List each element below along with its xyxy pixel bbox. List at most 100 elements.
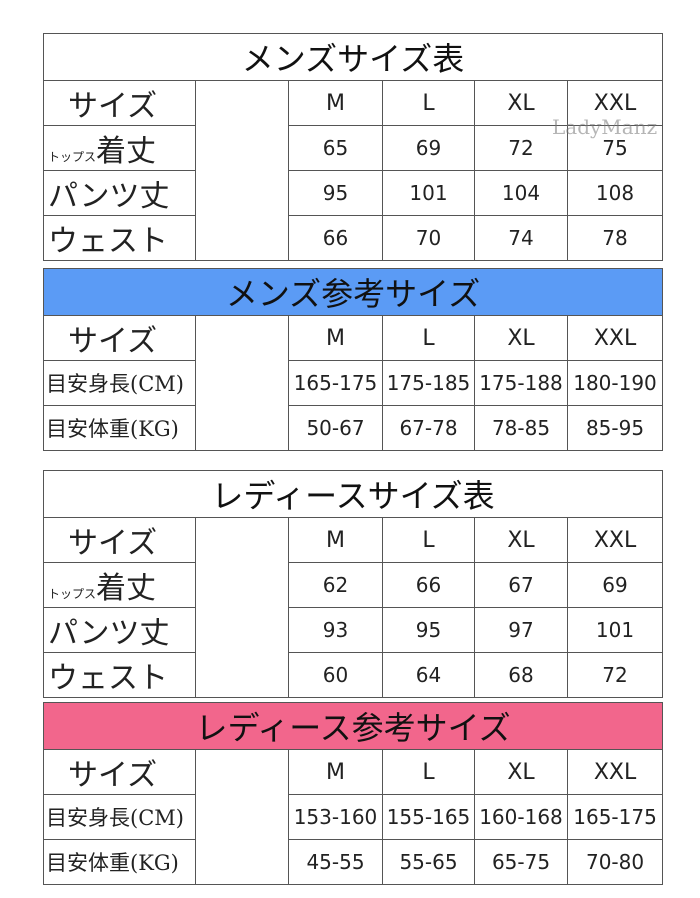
value-cell: 69 xyxy=(566,562,664,608)
size-header: XL xyxy=(474,749,568,795)
value-cell: 69 xyxy=(382,125,475,171)
value-cell: 72 xyxy=(474,125,568,171)
size-header: XXL xyxy=(566,517,664,563)
table-row: トップス着丈 65 69 72 75 xyxy=(43,125,663,171)
value-cell: 74 xyxy=(474,215,568,261)
table-row: ウェスト 66 70 74 78 xyxy=(43,215,663,261)
header-row: サイズ M L XL XXL xyxy=(43,80,663,261)
row-label-text: パンツ丈 xyxy=(48,616,170,651)
value-cell: 165-175 xyxy=(566,794,664,840)
blank-cell xyxy=(195,315,289,451)
size-header: L xyxy=(382,80,475,126)
size-header: XL xyxy=(474,315,568,361)
value-cell: 95 xyxy=(288,170,383,216)
blank-cell xyxy=(195,517,289,698)
value-cell: 72 xyxy=(566,652,664,698)
table-title: レディースサイズ表 xyxy=(42,470,664,518)
value-cell: 104 xyxy=(474,170,568,216)
size-label: サイズ xyxy=(43,517,196,563)
value-cell: 101 xyxy=(382,170,475,216)
size-table: メンズ参考サイズ サイズ M L XL XXL 目安身長(CM) 165-175 175-185… xyxy=(42,268,664,451)
table-row: 目安体重(KG) 50-67 67-78 78-85 85-95 xyxy=(43,405,664,451)
row-label: 目安体重(KG) xyxy=(43,405,196,451)
value-cell: 67 xyxy=(474,562,568,608)
blank-cell xyxy=(195,80,289,261)
row-label: パンツ丈 xyxy=(43,170,196,216)
row-label-text: 着丈 xyxy=(96,571,157,606)
table-row: パンツ丈 95 101 104 108 xyxy=(43,170,663,216)
value-cell: 175-185 xyxy=(382,360,475,406)
blank-cell xyxy=(195,749,289,885)
row-label-text: 目安身長(CM) xyxy=(46,372,184,396)
row-label: 目安体重(KG) xyxy=(43,839,196,885)
size-label: サイズ xyxy=(43,315,196,361)
table-row: ウェスト 60 64 68 72 xyxy=(43,652,664,698)
value-cell: 70 xyxy=(382,215,475,261)
value-cell: 65 xyxy=(288,125,383,171)
size-header: L xyxy=(382,517,475,563)
value-cell: 67-78 xyxy=(382,405,475,451)
row-label-prefix: トップス xyxy=(48,587,97,601)
value-cell: 55-65 xyxy=(382,839,475,885)
value-cell: 66 xyxy=(288,215,383,261)
row-label-text: 着丈 xyxy=(96,134,157,169)
value-cell: 68 xyxy=(474,652,568,698)
size-header: XL xyxy=(474,80,568,126)
value-cell: 70-80 xyxy=(566,839,664,885)
row-label-text: 目安体重(KG) xyxy=(46,417,179,441)
size-header: M xyxy=(288,315,383,361)
table-title: レディース参考サイズ xyxy=(42,702,664,750)
value-cell: 97 xyxy=(474,607,568,653)
value-cell: 64 xyxy=(382,652,475,698)
row-label: トップス着丈 xyxy=(43,562,196,608)
header-row: サイズ M L XL XXL xyxy=(43,315,664,451)
row-label: ウェスト xyxy=(43,652,196,698)
table-row: トップス着丈 62 66 67 69 xyxy=(43,562,664,608)
header-row: サイズ M L XL XXL xyxy=(43,749,664,885)
value-cell: 45-55 xyxy=(288,839,383,885)
value-cell: 60 xyxy=(288,652,383,698)
value-cell: 65-75 xyxy=(474,839,568,885)
size-table: レディースサイズ表 サイズ M L XL XXL トップス着丈 62 66 67 69 パンツ丈 93 9… xyxy=(42,470,664,698)
value-cell: 62 xyxy=(288,562,383,608)
size-header: M xyxy=(288,517,383,563)
table-title: メンズサイズ表 xyxy=(43,33,663,81)
table-row: 目安体重(KG) 45-55 55-65 65-75 70-80 xyxy=(43,839,664,885)
table-row: 目安身長(CM) 153-160 155-165 160-168 165-175 xyxy=(43,794,664,840)
row-label: トップス着丈 xyxy=(43,125,196,171)
size-table: メンズサイズ表 サイズ M L XL XXL トップス着丈 65 69 72 75 パンツ丈 95 101… xyxy=(43,33,663,261)
row-label: 目安身長(CM) xyxy=(43,794,196,840)
value-cell: 165-175 xyxy=(288,360,383,406)
value-cell: 50-67 xyxy=(288,405,383,451)
value-cell: 101 xyxy=(566,607,664,653)
value-cell: 85-95 xyxy=(566,405,664,451)
row-label-text: ウェスト xyxy=(48,224,168,259)
size-header: M xyxy=(288,749,383,795)
value-cell: 175-188 xyxy=(474,360,568,406)
value-cell: 95 xyxy=(382,607,475,653)
header-row: サイズ M L XL XXL xyxy=(43,517,664,698)
table-title: メンズ参考サイズ xyxy=(42,268,664,316)
row-label: パンツ丈 xyxy=(43,607,196,653)
value-cell: 78-85 xyxy=(474,405,568,451)
row-label-text: 目安体重(KG) xyxy=(46,851,179,875)
size-header: XXL xyxy=(566,749,664,795)
row-label-text: 目安身長(CM) xyxy=(46,806,184,830)
table-row: 目安身長(CM) 165-175 175-185 175-188 180-190 xyxy=(43,360,664,406)
size-header: XXL xyxy=(566,315,664,361)
value-cell: 78 xyxy=(567,215,663,261)
row-label-text: ウェスト xyxy=(48,661,168,696)
size-label: サイズ xyxy=(43,749,196,795)
value-cell: 160-168 xyxy=(474,794,568,840)
row-label-prefix: トップス xyxy=(48,150,97,164)
table-row: パンツ丈 93 95 97 101 xyxy=(43,607,664,653)
row-label-text: パンツ丈 xyxy=(48,179,170,214)
size-header: XXL xyxy=(567,80,663,126)
size-table: レディース参考サイズ サイズ M L XL XXL 目安身長(CM) 153-160 155-1… xyxy=(42,702,664,885)
value-cell: 155-165 xyxy=(382,794,475,840)
size-header: L xyxy=(382,749,475,795)
row-label: 目安身長(CM) xyxy=(43,360,196,406)
value-cell: 93 xyxy=(288,607,383,653)
size-header: M xyxy=(288,80,383,126)
value-cell: 66 xyxy=(382,562,475,608)
